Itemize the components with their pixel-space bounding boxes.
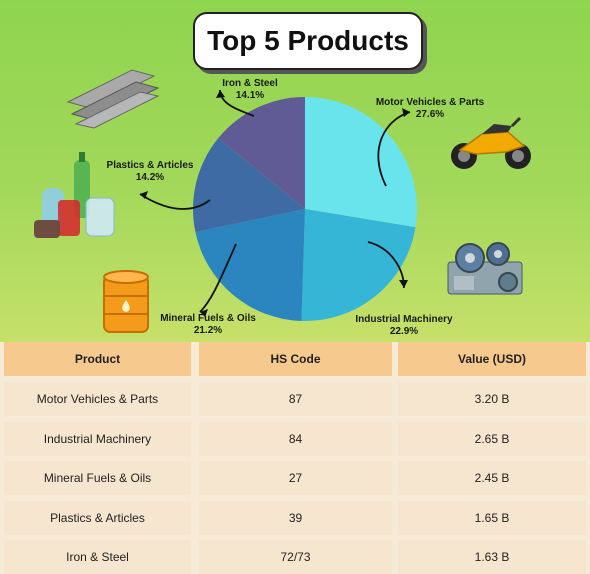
motorcycle-icon bbox=[451, 116, 531, 169]
label-industrial-machinery: Industrial Machinery 22.9% bbox=[346, 314, 462, 338]
slice-iron-steel bbox=[218, 97, 305, 209]
table-row: Mineral Fuels & Oils 27 2.45 B bbox=[0, 461, 590, 495]
cell-value: 3.20 B bbox=[398, 382, 586, 416]
table-row: Motor Vehicles & Parts 87 3.20 B bbox=[0, 382, 590, 416]
arrow-mineral-fuels bbox=[199, 243, 237, 313]
machinery-gears-icon bbox=[447, 242, 523, 295]
label-motor-vehicles-value: 27.6% bbox=[415, 109, 445, 120]
cell-hs-code: 87 bbox=[199, 382, 392, 416]
title-box: Top 5 Products bbox=[193, 12, 423, 70]
slice-plastics bbox=[193, 138, 305, 233]
label-mineral-fuels: Mineral Fuels & Oils 21.2% bbox=[150, 313, 266, 337]
slice-motor-vehicles bbox=[305, 97, 418, 228]
slice-industrial-machinery bbox=[301, 209, 416, 321]
slice-mineral-fuels bbox=[195, 209, 305, 321]
cell-product: Industrial Machinery bbox=[4, 421, 191, 456]
table-header-row: Product HS Code Value (USD) bbox=[0, 342, 590, 376]
arrow-industrial-machinery-head bbox=[399, 280, 408, 288]
pie-chart bbox=[139, 89, 418, 321]
cell-value: 2.45 B bbox=[398, 461, 586, 495]
cell-product: Motor Vehicles & Parts bbox=[4, 382, 191, 416]
oil-barrel-icon bbox=[103, 270, 149, 333]
label-motor-vehicles-name: Motor Vehicles & Parts bbox=[375, 97, 485, 108]
steel-beams-icon bbox=[66, 69, 160, 129]
products-table: Product HS Code Value (USD) Motor Vehicles … bbox=[0, 342, 590, 574]
arrow-iron-steel-head bbox=[216, 90, 225, 98]
label-plastics-value: 14.2% bbox=[135, 172, 165, 183]
label-iron-steel: Iron & Steel 14.1% bbox=[210, 78, 290, 102]
cell-value: 1.63 B bbox=[398, 540, 586, 574]
cell-hs-code: 39 bbox=[199, 500, 392, 535]
arrow-plastics bbox=[139, 193, 211, 210]
chart-panel: Top 5 Products Iron & Steel 14.1% Motor … bbox=[0, 0, 590, 342]
plastic-bottles-icon bbox=[34, 152, 115, 238]
label-mineral-fuels-name: Mineral Fuels & Oils bbox=[160, 313, 256, 324]
label-plastics-name: Plastics & Articles bbox=[106, 160, 194, 171]
cell-product: Plastics & Articles bbox=[4, 500, 191, 535]
header-value: Value (USD) bbox=[398, 342, 586, 376]
label-industrial-machinery-name: Industrial Machinery bbox=[355, 314, 453, 325]
arrow-motor-vehicles-head bbox=[402, 108, 410, 117]
label-motor-vehicles: Motor Vehicles & Parts 27.6% bbox=[370, 97, 490, 121]
table-row: Plastics & Articles 39 1.65 B bbox=[0, 500, 590, 535]
label-mineral-fuels-value: 21.2% bbox=[193, 325, 223, 336]
header-product: Product bbox=[4, 342, 191, 376]
cell-value: 2.65 B bbox=[398, 421, 586, 456]
cell-product: Mineral Fuels & Oils bbox=[4, 461, 191, 495]
cell-hs-code: 84 bbox=[199, 421, 392, 456]
table-row: Industrial Machinery 84 2.65 B bbox=[0, 421, 590, 456]
cell-hs-code: 72/73 bbox=[199, 540, 392, 574]
header-hs-code: HS Code bbox=[199, 342, 392, 376]
table-row: Iron & Steel 72/73 1.63 B bbox=[0, 540, 590, 574]
label-iron-steel-name: Iron & Steel bbox=[222, 78, 278, 89]
cell-value: 1.65 B bbox=[398, 500, 586, 535]
label-plastics: Plastics & Articles 14.2% bbox=[100, 160, 200, 184]
cell-product: Iron & Steel bbox=[4, 540, 191, 574]
chart-title: Top 5 Products bbox=[207, 25, 409, 56]
label-iron-steel-value: 14.1% bbox=[235, 90, 265, 101]
label-industrial-machinery-value: 22.9% bbox=[389, 326, 419, 337]
arrow-plastics-head bbox=[140, 191, 148, 199]
arrow-mineral-fuels-head bbox=[200, 309, 208, 317]
arrow-motor-vehicles bbox=[377, 111, 411, 187]
cell-hs-code: 27 bbox=[199, 461, 392, 495]
